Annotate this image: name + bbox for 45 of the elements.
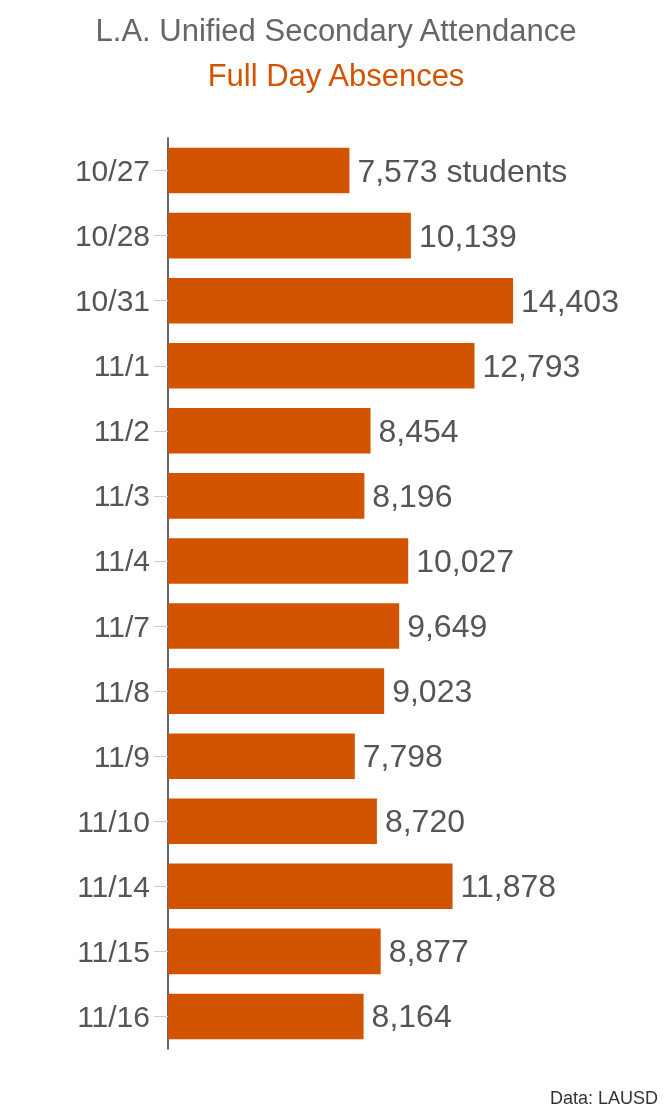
- y-tick-label: 11/3: [93, 479, 150, 513]
- y-tick-label: 11/9: [93, 739, 150, 773]
- data-label: 14,403: [521, 282, 619, 319]
- y-tick-label: 11/4: [93, 544, 150, 578]
- data-label: 8,164: [371, 998, 452, 1035]
- bar: [168, 863, 453, 910]
- bar: [168, 993, 364, 1040]
- bar: [168, 733, 355, 779]
- bar: [168, 408, 371, 454]
- bar: [168, 798, 377, 845]
- data-label: 10,027: [416, 542, 515, 579]
- y-tick-label: 11/1: [93, 349, 150, 383]
- chart-subtitle: Full Day Absences: [207, 58, 465, 93]
- bar: [168, 147, 350, 194]
- bar: [168, 928, 381, 975]
- y-tick-label: 10/27: [74, 154, 150, 188]
- y-tick-label: 11/2: [93, 414, 150, 448]
- bar: [168, 473, 365, 519]
- data-label: 10,139: [418, 217, 517, 254]
- y-tick-label: 11/14: [77, 869, 150, 903]
- text: Data: LAUSD: [549, 1088, 658, 1108]
- bar: [168, 212, 411, 259]
- data-label: 8,196: [372, 477, 453, 514]
- y-tick-label: 10/28: [74, 219, 150, 253]
- bar: [168, 538, 409, 584]
- data-label: 7,573 students: [357, 152, 568, 189]
- data-label: 12,793: [482, 347, 581, 384]
- data-label: 8,454: [378, 412, 459, 449]
- data-label: 11,878: [460, 868, 557, 905]
- data-label: 8,720: [384, 803, 465, 840]
- y-tick-label: 10/31: [74, 284, 150, 318]
- bar: [168, 277, 514, 324]
- y-tick-label: 11/10: [77, 804, 150, 838]
- data-label: 9,649: [407, 608, 488, 645]
- bar: [168, 668, 385, 714]
- data-label: 7,798: [362, 738, 443, 775]
- data-label: 9,023: [392, 673, 473, 710]
- data-label: 8,877: [388, 933, 469, 970]
- y-tick-label: 11/7: [93, 609, 150, 643]
- y-tick-label: 11/8: [93, 674, 150, 708]
- bar: [168, 342, 475, 389]
- chart-title: L.A. Unified Secondary Attendance: [95, 13, 577, 48]
- bar: [168, 603, 400, 649]
- y-tick-label: 11/15: [77, 934, 150, 968]
- y-tick-label: 11/16: [77, 999, 150, 1033]
